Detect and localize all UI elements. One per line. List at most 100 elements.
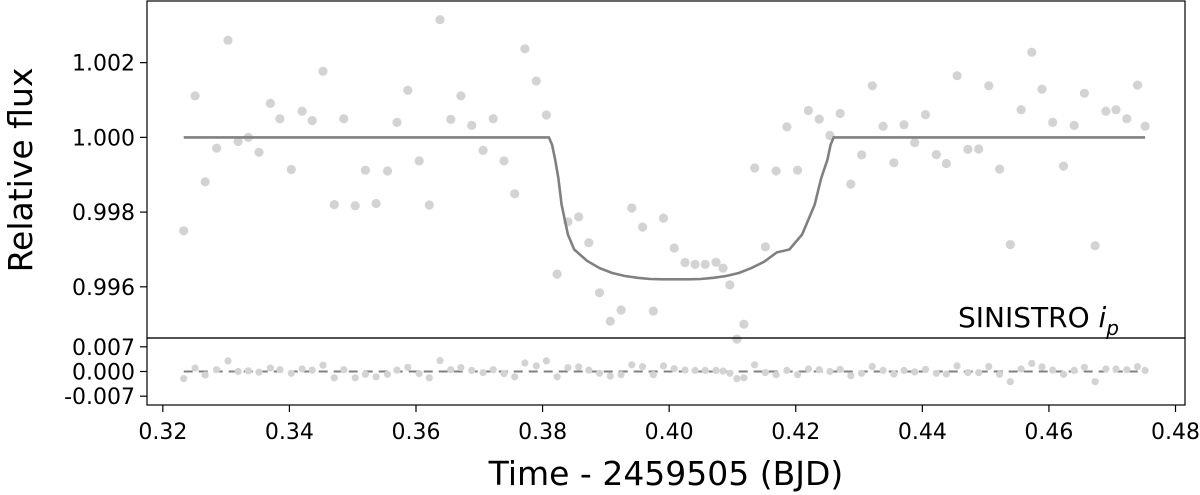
flux-point (446, 114, 456, 124)
flux-point (1058, 161, 1069, 171)
residual-point (681, 366, 689, 374)
residual-point (670, 365, 678, 373)
residual-point (858, 369, 866, 377)
residual-point (244, 367, 252, 375)
residual-point (1080, 363, 1088, 371)
flux-point (760, 242, 771, 252)
flux-point (711, 257, 721, 267)
residual-point (1112, 365, 1120, 373)
residual-point (330, 374, 338, 382)
residual-point (826, 367, 834, 376)
flux-point (931, 150, 941, 160)
residual-point (712, 366, 720, 374)
transit-model-line (183, 136, 1146, 281)
residual-point (964, 369, 972, 377)
residual-point (415, 370, 423, 378)
flux-point (286, 164, 296, 175)
flux-point (488, 114, 498, 124)
residual-point (1133, 363, 1142, 371)
residual-point (617, 371, 625, 379)
flux-y-tick-label: 0.998 (72, 201, 135, 226)
flux-point (275, 114, 285, 124)
flux-point (1101, 106, 1111, 116)
flux-point (339, 114, 349, 124)
flux-point (1048, 117, 1058, 127)
residual-point (783, 366, 791, 374)
flux-point (297, 106, 307, 116)
x-tick-label: 0.46 (1024, 420, 1073, 445)
residual-point (1049, 366, 1057, 374)
flux-point (718, 263, 728, 273)
flux-point (1069, 120, 1079, 130)
residual-point (532, 362, 540, 370)
flux-point (574, 212, 584, 222)
flux-point (200, 177, 210, 187)
flux-point (403, 85, 413, 95)
flux-point (520, 44, 530, 54)
flux-point (782, 122, 792, 132)
flux-point (584, 238, 594, 248)
residual-point (266, 364, 274, 372)
flux-point (1005, 240, 1015, 250)
residual-point (733, 375, 741, 383)
residual-point (308, 366, 316, 374)
flux-point (499, 156, 509, 166)
residual-point (500, 370, 508, 378)
flux-point (1090, 241, 1100, 251)
residual-point (847, 372, 855, 380)
residual-point (319, 361, 327, 369)
flux-point (254, 147, 264, 157)
residual-point (404, 363, 412, 371)
flux-point (857, 150, 867, 160)
residual-point (436, 357, 444, 365)
residual-point (542, 357, 551, 365)
residual-point (659, 362, 668, 370)
residual-point (890, 370, 898, 378)
flux-point (392, 117, 402, 127)
residual-point (479, 369, 487, 377)
flux-point (910, 138, 920, 148)
flux-point (878, 121, 888, 131)
residual-point (1028, 359, 1036, 367)
flux-point (223, 35, 233, 45)
residual-y-tick-label: 0.000 (72, 361, 135, 386)
flux-point (803, 105, 814, 116)
residual-point (1141, 366, 1149, 374)
flux-point (963, 144, 973, 154)
residual-point (585, 366, 593, 374)
residual-point (628, 361, 636, 369)
flux-point (371, 198, 381, 209)
flux-point (690, 259, 700, 269)
residual-point (234, 367, 242, 376)
residual-data-points (180, 357, 1149, 386)
residual-point (1059, 370, 1068, 378)
x-tick-label: 0.42 (771, 420, 820, 445)
flux-y-tick-label: 0.996 (72, 276, 135, 301)
x-tick-label: 0.32 (138, 420, 187, 445)
x-tick-label: 0.48 (1151, 420, 1200, 445)
residual-point (761, 369, 770, 377)
residual-point (372, 373, 380, 381)
residual-point (900, 366, 908, 374)
flux-point (179, 226, 189, 236)
flux-y-ticks: 0.996 0.998 1.000 1.002 (72, 52, 147, 301)
residual-point (751, 361, 759, 369)
x-tick-label: 0.36 (392, 420, 441, 445)
residual-point (921, 365, 930, 373)
flux-y-tick-label: 1.002 (72, 52, 135, 77)
x-tick-label: 0.38 (518, 420, 567, 445)
residual-point (726, 369, 734, 377)
residual-point (191, 364, 199, 372)
flux-point (1140, 121, 1150, 131)
flux-point (1027, 47, 1037, 57)
residual-point (942, 370, 951, 378)
flux-point (552, 269, 562, 279)
residual-point (213, 366, 221, 374)
residual-point (804, 365, 813, 373)
flux-point (510, 189, 520, 199)
residual-point (879, 366, 887, 374)
residual-point (521, 359, 529, 367)
